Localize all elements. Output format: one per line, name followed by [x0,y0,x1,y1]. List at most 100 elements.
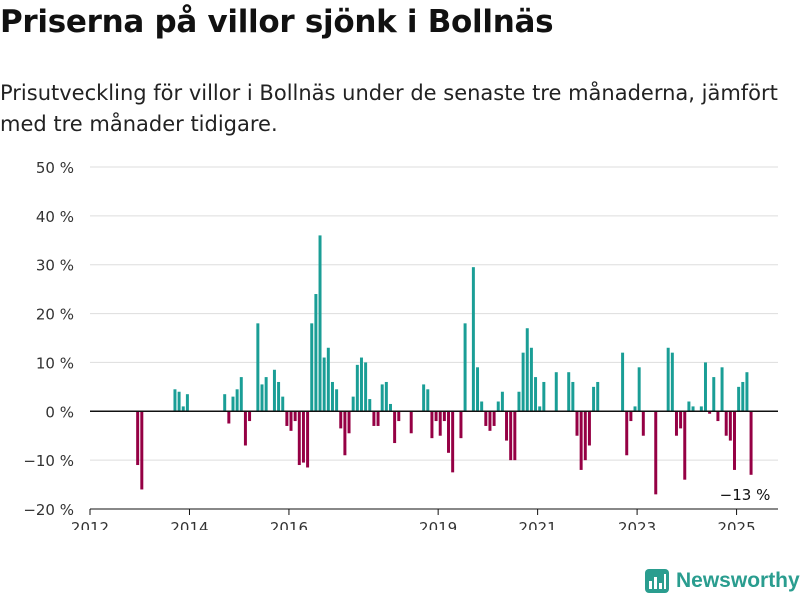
bar [243,411,247,446]
bar [264,377,268,412]
x-tick-label: 2025 [717,519,755,530]
bar [426,389,430,412]
bar [703,362,707,412]
bar [463,323,467,412]
bar [712,377,716,412]
bar [720,367,724,412]
bar [733,411,736,470]
bar [355,364,359,412]
x-tick-label: 2014 [170,519,208,530]
bar [422,384,426,412]
bar [596,381,600,412]
last-value-label: −13 % [720,486,771,504]
bar [347,411,351,434]
x-tick-label: 2012 [71,519,109,530]
bar [380,384,384,412]
bar [741,381,745,412]
bar [335,389,339,412]
bar [488,411,492,431]
y-tick-label: 20 % [36,306,74,324]
bar [567,372,571,412]
bar [654,411,658,495]
bar [745,372,749,412]
bar [297,411,301,466]
bar [674,411,678,436]
x-tick-label: 2019 [419,519,457,530]
bar [517,391,521,412]
bar [314,294,318,412]
bar [301,411,305,463]
bar [500,391,504,412]
bar [430,411,434,439]
bar [542,381,546,412]
y-tick-label: −20 % [23,501,74,519]
bar [525,328,529,412]
bar [529,347,533,412]
bar [389,403,392,412]
bar [227,411,231,424]
bar [368,399,372,412]
bar [306,411,310,468]
brand-name: Newsworthy [676,569,800,592]
bar [471,267,475,412]
bar [699,406,703,412]
bar [480,401,484,412]
bar [289,411,293,431]
bar [318,235,322,412]
bar [724,411,728,436]
bar [260,384,264,412]
bar [737,386,741,412]
bar [571,381,575,412]
chart-subtitle: Prisutveckling för villor i Bollnäs unde… [0,81,778,136]
bar [534,377,538,412]
bar [384,381,388,412]
bar [641,411,645,436]
bar [484,411,488,426]
bar [231,396,235,412]
bar [438,411,442,436]
bar [339,411,343,429]
bar [310,323,314,412]
bar [513,411,517,461]
bar [625,411,629,456]
bar [476,367,480,412]
bar [670,352,674,412]
chart-title: Priserna på villor sjönk i Bollnäs [0,4,554,40]
bar [343,411,347,456]
bar [181,406,185,412]
bar [505,411,509,441]
bar [447,411,450,453]
bar [235,389,239,412]
bar [691,406,695,412]
bar [256,323,260,412]
bar [621,352,625,412]
bar [509,411,513,461]
bar [136,411,140,466]
bar [223,394,227,412]
y-tick-label: 30 % [36,257,74,275]
bar [629,411,633,422]
bar [393,411,397,444]
bar [177,391,181,412]
y-tick-label: 50 % [36,159,74,177]
bar [239,377,243,412]
bar [185,394,189,412]
bar [409,411,413,434]
bar [459,411,463,439]
bar [442,411,446,422]
bar [687,401,691,412]
bar [666,347,670,412]
bar [330,381,334,412]
bar [683,411,687,480]
bar [492,411,496,426]
newsworthy-logo-icon [645,569,669,593]
bar [434,411,438,422]
bar [248,411,252,422]
bar [579,411,583,470]
y-tick-label: −10 % [23,452,74,470]
bar [351,396,355,412]
bar [285,411,289,426]
bar [637,367,641,412]
bar [451,411,455,473]
y-tick-label: 10 % [36,354,74,372]
